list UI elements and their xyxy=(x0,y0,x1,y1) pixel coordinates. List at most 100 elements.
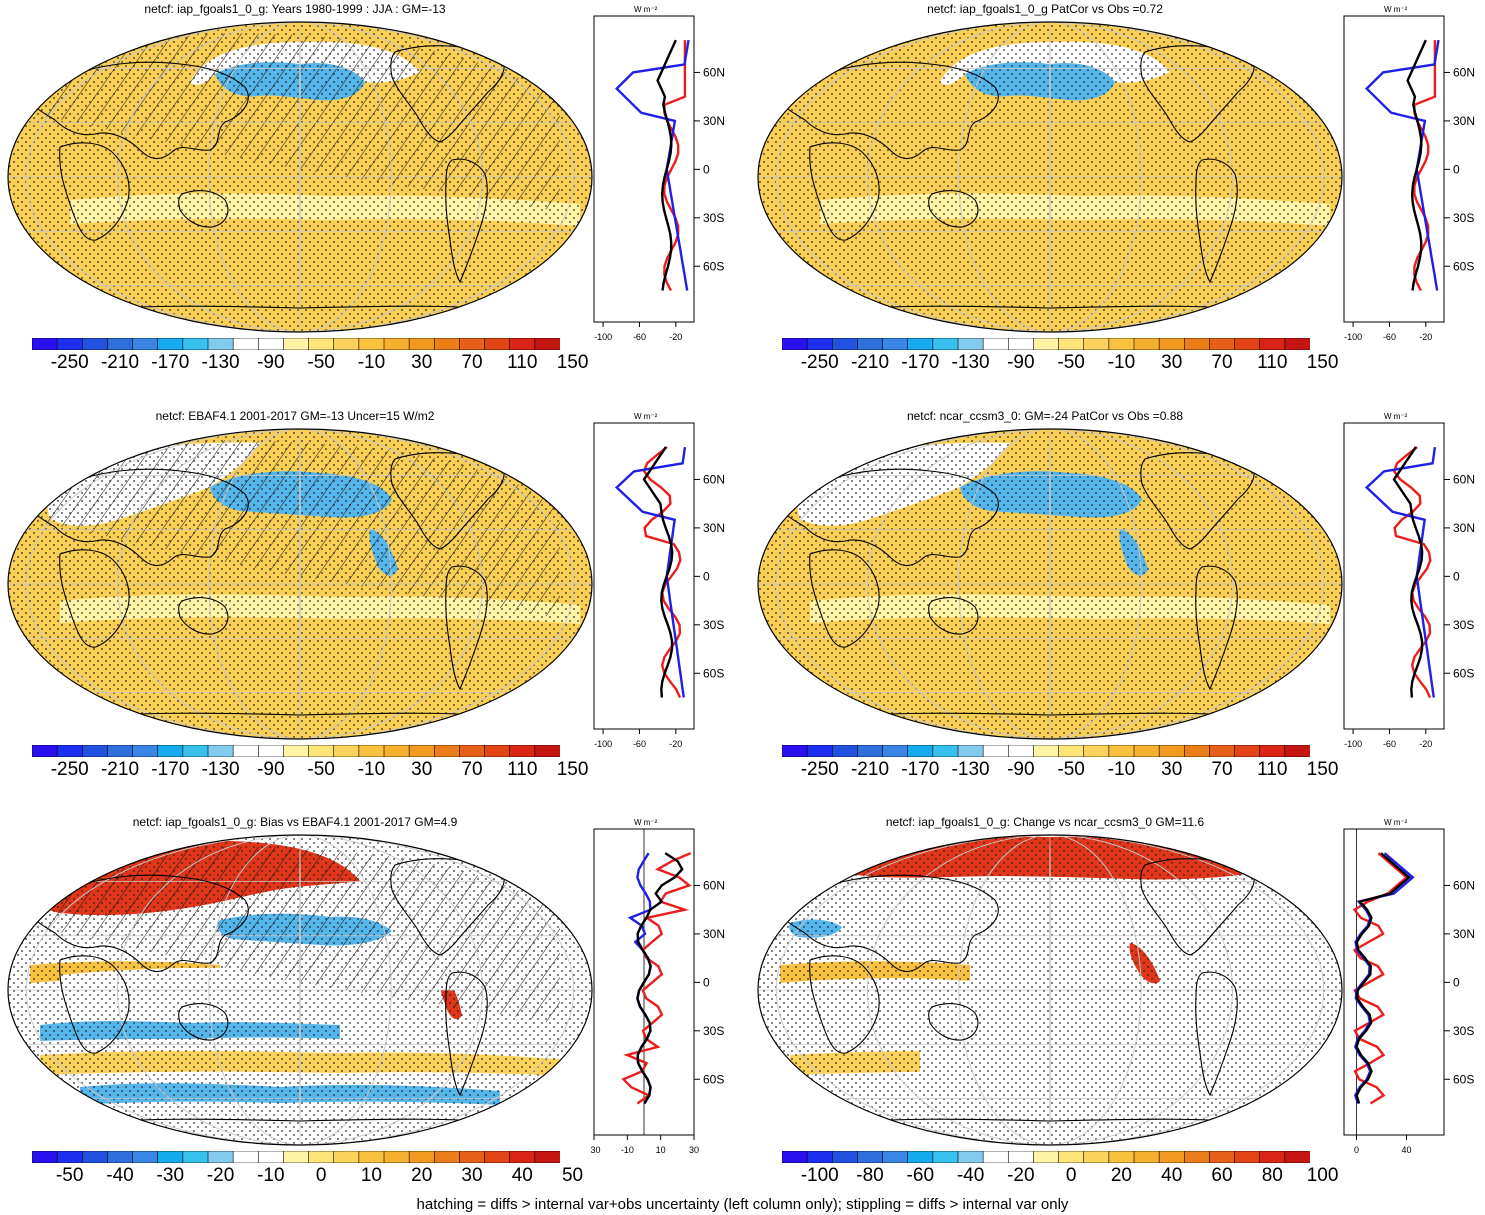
y-tick-label: 30N xyxy=(1453,927,1475,941)
y-tick-label: 30S xyxy=(703,618,724,632)
colorbar-swatch xyxy=(207,745,234,757)
colorbar-tick-label: 20 xyxy=(1110,1165,1132,1186)
colorbar-swatch xyxy=(333,338,360,350)
y-tick-label: 60N xyxy=(1453,878,1475,892)
colorbar-swatch xyxy=(957,1151,984,1163)
colorbar-swatch xyxy=(383,745,410,757)
colorbar-swatch xyxy=(1183,338,1211,350)
colorbar-swatch xyxy=(81,745,109,757)
colorbar-swatch xyxy=(1259,745,1286,757)
colorbar-swatch xyxy=(907,745,934,757)
colorbar-swatch xyxy=(81,1151,109,1163)
y-tick-label: 60N xyxy=(703,65,725,79)
map-border xyxy=(757,834,1343,1146)
map-border xyxy=(7,428,593,740)
colorbar-labels: -50 -40 -30 -20 -10 0 10 20 30 40 50 xyxy=(32,1165,583,1189)
colorbar-tick-label: 10 xyxy=(360,1165,382,1186)
colorbar-swatch xyxy=(182,745,209,757)
colorbar-swatch xyxy=(408,338,436,350)
x-tick-label: -20 xyxy=(669,739,682,749)
colorbar-tick-label: -90 xyxy=(257,352,285,373)
colorbar-swatch xyxy=(132,1151,159,1163)
colorbar-swatch xyxy=(484,745,511,757)
colorbar-swatch xyxy=(982,338,1010,350)
zonal-unit-label: W m⁻² xyxy=(634,412,658,421)
colorbar-swatch xyxy=(907,1151,934,1163)
colorbar-tick-label: 30 xyxy=(411,352,433,373)
colorbar-swatch xyxy=(1234,1151,1261,1163)
zonal-unit-label: W m⁻² xyxy=(1384,412,1408,421)
colorbar-swatch xyxy=(1158,1151,1186,1163)
colorbar-swatch xyxy=(534,1151,560,1163)
colorbar-swatch xyxy=(257,745,285,757)
y-tick-label: 0 xyxy=(703,569,710,583)
colorbar-swatch xyxy=(806,745,834,757)
colorbar-swatch xyxy=(433,1151,461,1163)
colorbar-tick-label: -90 xyxy=(1007,759,1035,780)
colorbar-swatch xyxy=(1183,745,1211,757)
colorbar-tick-label: -210 xyxy=(100,759,140,780)
colorbar-tick-label: 30 xyxy=(411,759,433,780)
colorbar-tick-label: -130 xyxy=(951,759,990,780)
colorbar-swatch xyxy=(459,338,486,350)
zonal-unit-label: W m⁻² xyxy=(634,5,658,14)
x-tick-label: -60 xyxy=(1383,739,1396,749)
colorbar-tick-label: -10 xyxy=(257,1165,285,1186)
blue-zonal-line xyxy=(1364,39,1440,291)
colorbar-tick-label: -170 xyxy=(901,352,940,373)
colorbar-swatch xyxy=(207,338,234,350)
world-map xyxy=(7,428,593,740)
zonal-mean-plot: W m⁻² -100 -60 -20 60N 30N 0 30S 60S xyxy=(593,5,725,342)
colorbar-swatch xyxy=(1183,1151,1211,1163)
black-zonal-line xyxy=(642,446,674,698)
x-tick-label: -100 xyxy=(1344,332,1362,342)
colorbar-tick-label: 40 xyxy=(1161,1165,1183,1186)
map-panel-3: netcf: EBAF4.1 2001-2017 GM=-13 Uncer=15… xyxy=(0,407,740,807)
x-tick-label: -100 xyxy=(594,332,612,342)
colorbar-tick-label: -50 xyxy=(1057,759,1085,780)
colorbar-tick-label: -50 xyxy=(307,759,335,780)
colorbar-tick-label: -40 xyxy=(106,1165,134,1186)
colorbar-tick-label: -10 xyxy=(357,352,386,373)
colorbar-swatch xyxy=(1083,745,1110,757)
map-panel-4: netcf: ncar_ccsm3_0: GM=-24 PatCor vs Ob… xyxy=(750,407,1485,807)
colorbar-swatch xyxy=(107,1151,134,1163)
black-zonal-line xyxy=(1392,446,1424,698)
blue-zonal-line xyxy=(614,39,690,291)
y-tick-label: 60S xyxy=(1453,259,1474,273)
colorbar-swatch xyxy=(283,1151,310,1163)
colorbar-tick-label: 70 xyxy=(461,759,483,780)
colorbar-swatch xyxy=(857,1151,884,1163)
coastline xyxy=(445,565,488,691)
colorbar-tick-label: 110 xyxy=(1257,759,1288,780)
colorbar-swatch xyxy=(132,745,159,757)
colorbar-swatch xyxy=(333,745,360,757)
coastline xyxy=(928,190,979,228)
colorbar-swatch xyxy=(32,1151,58,1163)
colorbar-swatch xyxy=(283,338,310,350)
colorbar-swatch xyxy=(509,338,536,350)
colorbar-swatch xyxy=(56,745,84,757)
colorbar-swatch xyxy=(207,1151,234,1163)
colorbar-swatch xyxy=(1058,745,1085,757)
colorbar-swatch xyxy=(806,338,834,350)
colorbar-tick-label: 150 xyxy=(1306,759,1339,780)
colorbar-tick-label: -210 xyxy=(850,352,890,373)
colorbar-tick-label: -250 xyxy=(50,352,89,373)
colorbar-tick-label: 30 xyxy=(1161,759,1183,780)
coastline xyxy=(178,190,229,228)
colorbar-swatch xyxy=(383,1151,410,1163)
x-tick-label: -100 xyxy=(594,739,612,749)
colorbar-swatch xyxy=(831,1151,859,1163)
map-panel-5: netcf: iap_fgoals1_0_g: Bias vs EBAF4.1 … xyxy=(0,813,740,1213)
colorbar-tick-label: 50 xyxy=(561,1165,584,1186)
coastline xyxy=(59,142,130,241)
colorbar-swatch xyxy=(358,1151,385,1163)
y-tick-label: 30N xyxy=(1453,114,1475,128)
map-border xyxy=(757,428,1343,740)
panel-title: netcf: EBAF4.1 2001-2017 GM=-13 Uncer=15… xyxy=(155,409,435,423)
colorbar-swatch xyxy=(1284,745,1310,757)
colorbar-swatch xyxy=(1209,1151,1236,1163)
zonal-mean-plot: W m⁻² -30 -10 10 30 60N 30N 0 30S 60S xyxy=(590,818,725,1155)
colorbar-tick-label: -20 xyxy=(1007,1165,1035,1186)
